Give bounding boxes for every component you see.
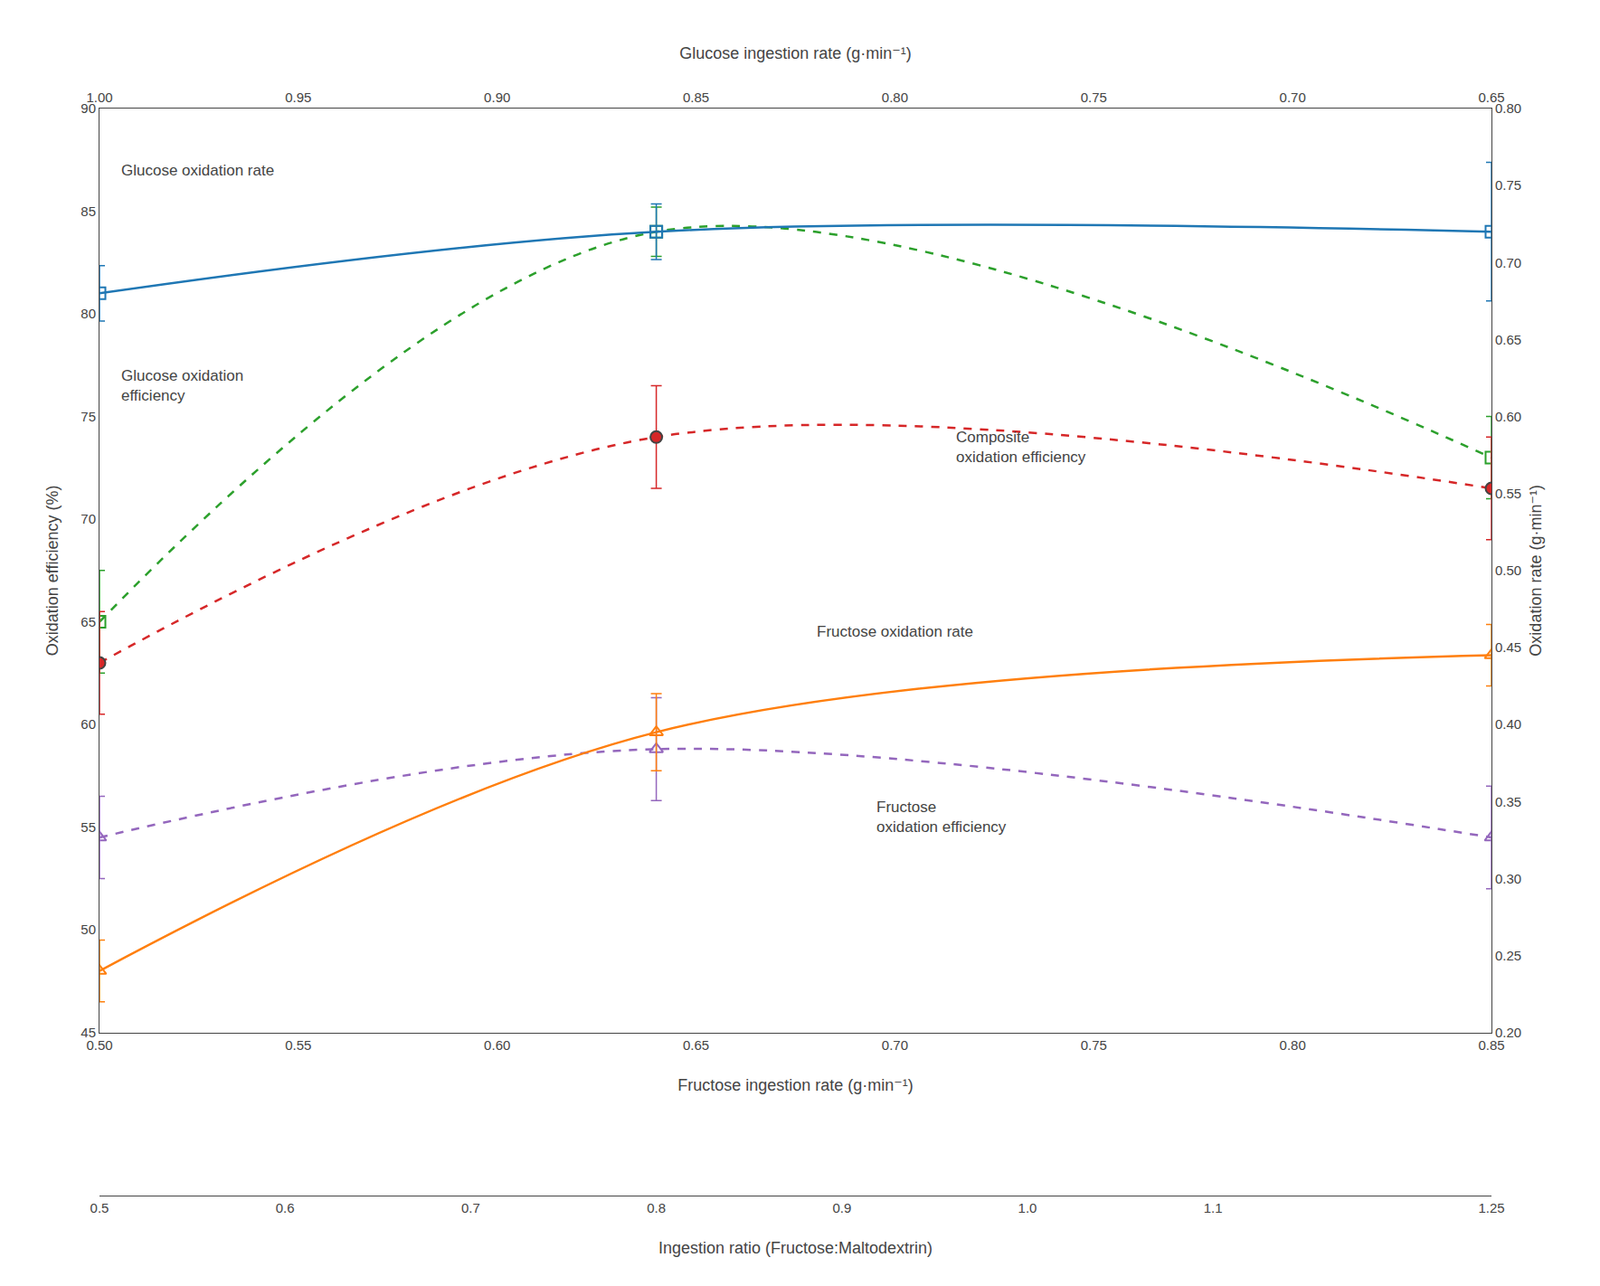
svg-text:0.75: 0.75 — [1495, 177, 1522, 193]
svg-text:70: 70 — [80, 511, 96, 527]
svg-text:0.75: 0.75 — [1080, 89, 1108, 105]
svg-text:0.55: 0.55 — [1495, 485, 1522, 502]
svg-text:75: 75 — [80, 408, 96, 425]
svg-text:0.35: 0.35 — [1495, 794, 1522, 810]
svg-text:90: 90 — [80, 100, 96, 116]
svg-text:Oxidation efficiency (%): Oxidation efficiency (%) — [43, 484, 62, 656]
svg-text:0.60: 0.60 — [1495, 408, 1522, 425]
svg-text:0.50: 0.50 — [85, 1037, 113, 1053]
svg-text:Ingestion ratio (Fructose:Malt: Ingestion ratio (Fructose:Maltodextrin) — [658, 1239, 933, 1258]
svg-text:0.80: 0.80 — [1495, 100, 1522, 116]
svg-text:0.70: 0.70 — [1279, 89, 1307, 105]
svg-text:1.00: 1.00 — [85, 89, 113, 105]
svg-text:0.50: 0.50 — [1495, 562, 1522, 578]
svg-text:1.25: 1.25 — [1477, 1200, 1505, 1216]
svg-text:0.40: 0.40 — [1495, 716, 1522, 732]
svg-text:0.30: 0.30 — [1495, 871, 1522, 887]
svg-text:Compositeoxidation efficiency: Compositeoxidation efficiency — [956, 428, 1087, 466]
svg-text:0.45: 0.45 — [1495, 639, 1522, 655]
svg-text:0.20: 0.20 — [1495, 1024, 1522, 1041]
svg-text:0.95: 0.95 — [284, 89, 312, 105]
svg-text:0.80: 0.80 — [1279, 1037, 1307, 1053]
svg-text:Fructoseoxidation efficiency: Fructoseoxidation efficiency — [876, 798, 1007, 836]
svg-text:0.55: 0.55 — [284, 1037, 312, 1053]
svg-text:0.8: 0.8 — [646, 1200, 666, 1216]
svg-text:1.0: 1.0 — [1018, 1200, 1038, 1216]
svg-text:55: 55 — [80, 819, 96, 835]
svg-text:65: 65 — [80, 614, 96, 630]
svg-text:Glucose oxidationefficiency: Glucose oxidationefficiency — [121, 367, 244, 405]
svg-text:60: 60 — [80, 716, 96, 732]
svg-text:0.5: 0.5 — [90, 1200, 110, 1216]
svg-text:0.70: 0.70 — [881, 1037, 909, 1053]
svg-text:0.90: 0.90 — [483, 89, 511, 105]
svg-text:0.65: 0.65 — [682, 1037, 710, 1053]
svg-text:0.65: 0.65 — [1477, 89, 1505, 105]
svg-text:Fructose ingestion rate (g·min: Fructose ingestion rate (g·min⁻¹) — [677, 1076, 914, 1095]
svg-text:0.7: 0.7 — [461, 1200, 481, 1216]
svg-text:Oxidation rate (g·min⁻¹): Oxidation rate (g·min⁻¹) — [1526, 484, 1545, 657]
svg-text:0.6: 0.6 — [275, 1200, 295, 1216]
svg-text:50: 50 — [80, 921, 96, 938]
svg-text:80: 80 — [80, 305, 96, 322]
svg-text:0.25: 0.25 — [1495, 947, 1522, 964]
svg-text:0.85: 0.85 — [1477, 1037, 1505, 1053]
svg-text:Glucose ingestion rate (g·min⁻: Glucose ingestion rate (g·min⁻¹) — [679, 44, 912, 63]
svg-text:0.80: 0.80 — [881, 89, 909, 105]
svg-text:0.70: 0.70 — [1495, 255, 1522, 271]
svg-text:Glucose oxidation rate: Glucose oxidation rate — [121, 161, 275, 180]
svg-text:0.75: 0.75 — [1080, 1037, 1108, 1053]
svg-text:0.65: 0.65 — [1495, 331, 1522, 348]
svg-text:Fructose oxidation rate: Fructose oxidation rate — [816, 623, 974, 641]
svg-text:85: 85 — [80, 203, 96, 219]
svg-text:0.85: 0.85 — [682, 89, 710, 105]
svg-text:1.1: 1.1 — [1203, 1200, 1223, 1216]
svg-text:0.60: 0.60 — [483, 1037, 511, 1053]
svg-text:0.9: 0.9 — [832, 1200, 852, 1216]
svg-text:45: 45 — [80, 1024, 96, 1041]
